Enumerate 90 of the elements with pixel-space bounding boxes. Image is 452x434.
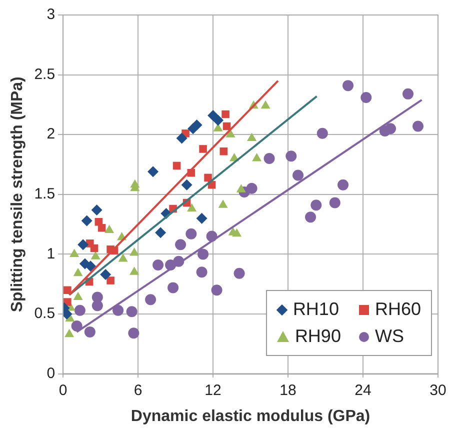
point [198,248,209,260]
point [112,304,124,316]
point [90,251,100,260]
point [73,268,83,276]
point [246,182,258,194]
point [208,110,219,121]
point [220,147,228,156]
point [186,228,197,240]
point [385,123,396,134]
point [412,120,424,132]
point [155,227,166,238]
point [310,200,322,211]
point [85,260,96,272]
point [90,244,98,252]
point [128,328,140,339]
point [181,179,192,190]
point [78,239,89,250]
point [232,228,242,237]
point [106,276,114,284]
point [305,212,316,223]
y-tick-label: 0.5 [34,305,56,322]
x-axis-title: Dynamic elastic modulus (GPa) [130,408,370,425]
point [264,153,275,164]
point [226,129,236,138]
point [104,224,114,234]
point [342,80,354,92]
point [145,294,156,306]
point [84,326,96,338]
y-tick-label: 0 [46,364,56,382]
y-tick-label: 3 [46,6,56,24]
point [338,179,349,190]
point [212,114,224,126]
x-tick-label: 18 [280,382,296,399]
point [70,248,80,257]
point [187,203,197,212]
point [168,282,179,294]
point [234,268,245,279]
y-tick-label: 1.5 [34,186,56,203]
point [222,110,230,118]
point [329,197,340,208]
point [252,153,262,162]
x-tick-label: 6 [134,382,142,399]
x-tick-label: 12 [204,382,222,399]
y-tick-label: 2.5 [34,66,56,83]
point [64,286,72,294]
y-tick-label: 2 [46,126,56,143]
point [74,304,86,316]
point [71,320,82,332]
point [100,269,112,280]
point [199,145,207,153]
point [91,204,102,216]
legend-label: RH90 [294,326,341,347]
point [172,162,181,170]
point [196,266,208,278]
point [98,224,106,232]
x-tick-label: 24 [354,382,372,399]
point [360,92,372,104]
legend-label: WS [374,326,404,347]
y-axis-title: Splitting tensile strength (MPa) [9,76,26,312]
point [213,123,223,132]
point [92,300,103,312]
x-tick-label: 30 [430,382,446,399]
point [118,253,128,262]
point [247,132,257,141]
point [402,88,414,100]
point [175,239,186,250]
point [126,306,138,318]
legend-label: RH10 [292,299,339,320]
point [152,259,164,270]
y-tick-label: 1 [46,245,56,262]
point [211,284,222,296]
point [64,328,74,338]
point [188,123,199,134]
point [81,215,92,226]
point [130,248,140,256]
point [196,212,208,224]
point [292,170,304,181]
point [218,200,228,208]
point [236,184,246,192]
point [176,132,188,144]
point [73,292,83,300]
point [130,266,140,275]
point [204,174,212,182]
point [222,122,231,130]
point [316,128,328,139]
x-tick-label: 0 [58,382,68,399]
point [260,100,270,109]
point [148,166,159,178]
point [286,150,297,162]
legend-label: RH60 [374,299,421,320]
